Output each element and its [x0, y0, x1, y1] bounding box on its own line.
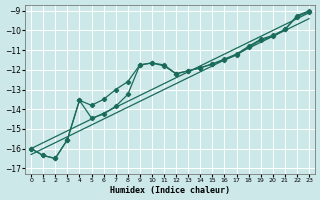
X-axis label: Humidex (Indice chaleur): Humidex (Indice chaleur)	[110, 186, 230, 195]
